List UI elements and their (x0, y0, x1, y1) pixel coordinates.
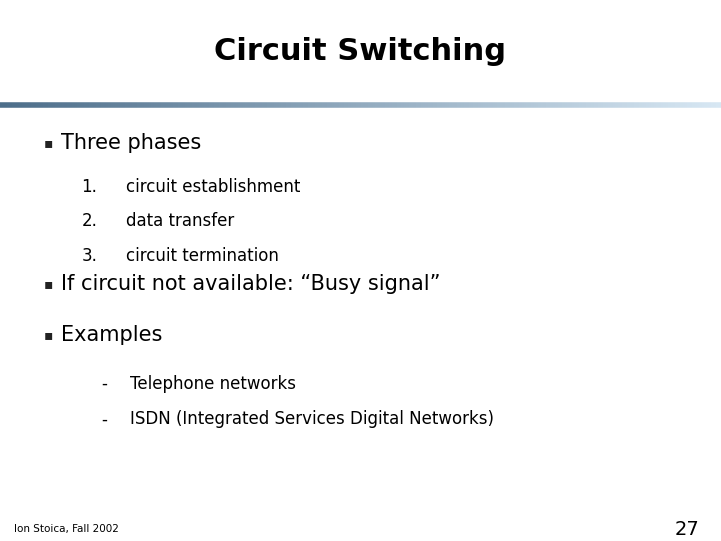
Text: data transfer: data transfer (126, 212, 234, 230)
Text: -: - (102, 410, 107, 428)
Text: 2.: 2. (81, 212, 97, 230)
Text: ▪: ▪ (43, 277, 53, 291)
Text: circuit establishment: circuit establishment (126, 177, 301, 196)
Text: -: - (102, 375, 107, 393)
Text: Ion Stoica, Fall 2002: Ion Stoica, Fall 2002 (14, 524, 119, 534)
Text: 27: 27 (675, 519, 699, 539)
Text: ▪: ▪ (43, 136, 53, 150)
Text: ISDN (Integrated Services Digital Networks): ISDN (Integrated Services Digital Networ… (130, 410, 494, 428)
Text: Telephone networks: Telephone networks (130, 375, 296, 393)
Text: If circuit not available: “Busy signal”: If circuit not available: “Busy signal” (61, 274, 441, 294)
Text: 3.: 3. (81, 247, 97, 265)
Text: Examples: Examples (61, 326, 163, 345)
Text: circuit termination: circuit termination (126, 247, 279, 265)
Text: 1.: 1. (81, 177, 97, 196)
Text: Three phases: Three phases (61, 134, 202, 153)
Text: Circuit Switching: Circuit Switching (215, 37, 506, 66)
Text: ▪: ▪ (43, 328, 53, 342)
